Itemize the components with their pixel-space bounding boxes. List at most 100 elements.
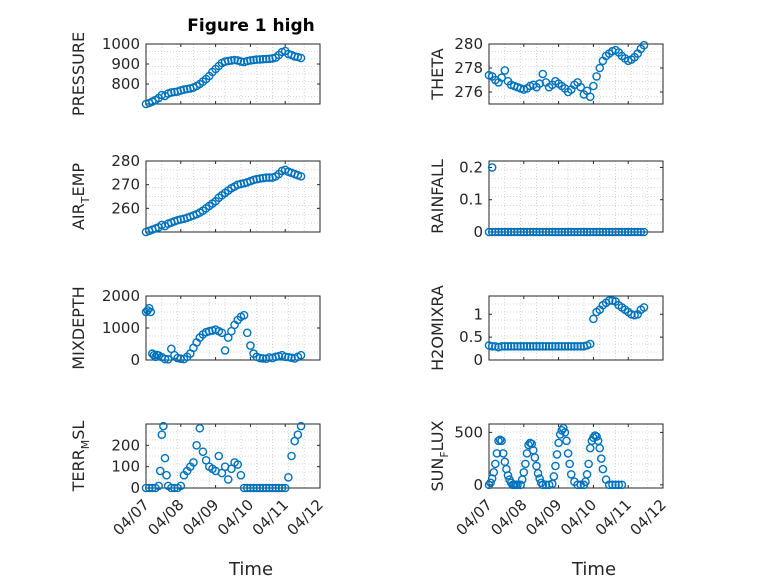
data-point [563, 341, 573, 351]
data-point [528, 341, 538, 351]
x-axis-label-right: Time [571, 559, 616, 580]
x-tick-label: 04/07 [110, 496, 153, 539]
data-point [268, 483, 277, 493]
data-point [538, 341, 548, 351]
data-point [510, 341, 519, 351]
data-point [500, 66, 510, 75]
data-point [559, 423, 568, 433]
data-point [252, 55, 262, 64]
data-point [249, 483, 258, 493]
series-sun-flux [484, 423, 627, 490]
data-point [585, 339, 595, 349]
data-point [582, 470, 592, 479]
subplot-rainfall: 0 0.1 0.2 RAINFALL [428, 158, 664, 241]
data-point [487, 163, 497, 172]
data-point [293, 430, 303, 439]
y-tick-label: 2000 [102, 287, 140, 305]
y-tick-label: 280 [111, 152, 140, 170]
data-point [223, 56, 233, 66]
data-point [491, 227, 500, 237]
data-point [265, 173, 274, 182]
y-axis-label-air-temp: AIRTEMP [69, 163, 92, 230]
data-point [549, 472, 559, 481]
axes-frame [145, 43, 321, 105]
data-point [149, 350, 159, 360]
data-point [495, 435, 505, 445]
x-tick-label: 04/10 [214, 496, 257, 539]
y-tick-label: 0.1 [459, 191, 483, 209]
data-point [560, 341, 570, 351]
data-point [258, 173, 268, 183]
data-point [532, 341, 541, 351]
data-point [486, 478, 495, 488]
y-axis-label-sun-flux: SUNFLUX [428, 420, 451, 491]
data-point [541, 480, 551, 490]
y-tick-label: 500 [454, 423, 483, 441]
data-point [227, 56, 236, 65]
data-point [296, 53, 306, 63]
data-point [167, 88, 176, 97]
data-point [557, 341, 567, 351]
axes-frame [145, 160, 321, 233]
data-point [592, 227, 601, 237]
data-point [576, 82, 586, 92]
data-point [554, 341, 563, 351]
data-point [530, 453, 540, 462]
data-point [576, 341, 586, 351]
x-tick-label: 04/11 [592, 496, 635, 539]
x-tick-label: 04/09 [179, 496, 222, 539]
data-point [261, 54, 271, 64]
data-point [510, 227, 519, 237]
y-tick-label: 278 [454, 59, 483, 77]
data-point [214, 451, 224, 461]
data-point [277, 483, 287, 493]
grid-air-temp [146, 161, 320, 232]
data-point [538, 227, 548, 237]
data-point [560, 227, 570, 237]
data-point [167, 483, 176, 493]
data-point [265, 353, 274, 362]
data-point [500, 341, 510, 351]
data-point [258, 483, 268, 493]
data-point [233, 460, 243, 469]
series-terr-msl [141, 421, 306, 493]
data-point [597, 454, 606, 463]
axes-frame [488, 160, 664, 233]
data-point [503, 471, 513, 480]
data-point [287, 353, 296, 363]
data-point [585, 227, 595, 237]
data-point [535, 341, 544, 351]
data-point [519, 467, 529, 477]
data-point [521, 459, 530, 469]
data-point [585, 92, 595, 102]
data-point [551, 461, 560, 471]
data-point [173, 353, 182, 363]
y-tick-label: 900 [111, 55, 140, 73]
y-axis-label-mixdepth: MIXDEPTH [69, 286, 88, 369]
data-point [566, 227, 576, 237]
data-point [159, 421, 168, 431]
data-point [614, 227, 624, 237]
data-point [242, 56, 252, 66]
data-point [220, 346, 230, 355]
data-point [491, 459, 500, 469]
data-point [589, 81, 598, 91]
y-tick-label: 0.2 [459, 158, 483, 176]
x-axis-label-left: Time [228, 559, 273, 580]
x-tick-label: 04/10 [557, 496, 600, 539]
data-point [503, 341, 513, 351]
series-mixdepth [141, 303, 306, 364]
data-point [544, 341, 554, 351]
data-point [551, 227, 560, 237]
data-point [538, 69, 548, 79]
data-point [601, 227, 611, 237]
data-point [573, 341, 582, 351]
data-point [484, 227, 494, 237]
data-point [623, 227, 633, 237]
subplot-pressure: 800 900 1000 PRESSURE [69, 32, 321, 116]
data-point [585, 443, 595, 453]
data-point [144, 303, 154, 313]
subplot-air-temp: 260 270 280 AIRTEMP [69, 152, 321, 237]
data-point [592, 432, 601, 441]
data-point [563, 449, 573, 458]
